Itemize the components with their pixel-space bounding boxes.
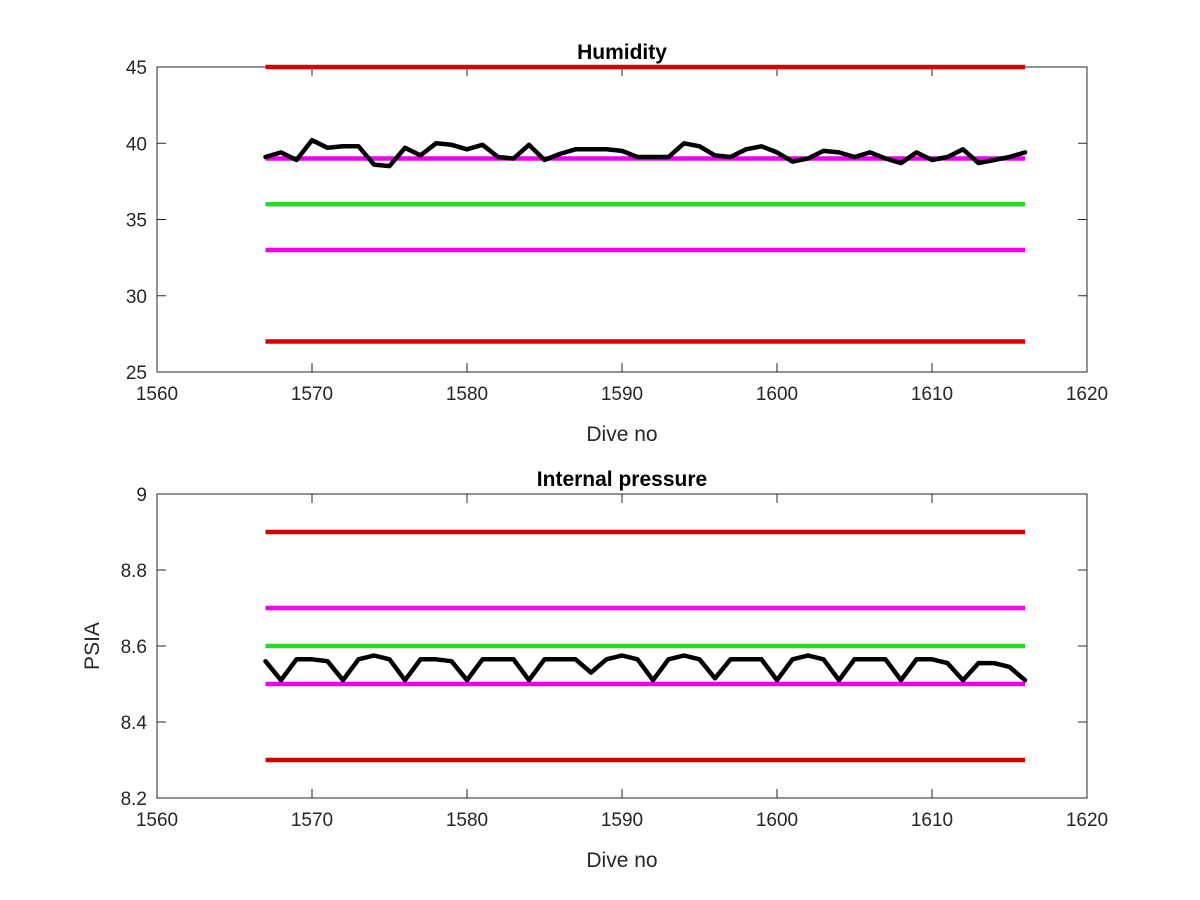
x-tick-label: 1570: [291, 384, 333, 405]
chart-title: Humidity: [577, 41, 667, 64]
chart-panel-1: 1560 1570 1580 1590 1600 1610 1620 8.2 8.4 8.6 8.8…: [81, 468, 1108, 872]
y-tick-label: 45: [126, 58, 147, 79]
x-tick-label: 1620: [1066, 384, 1108, 405]
x-tick-label: 1580: [446, 810, 488, 831]
x-tick-label: 1590: [601, 384, 643, 405]
chart-title: Internal pressure: [537, 468, 707, 491]
y-tick-label: 25: [126, 363, 147, 384]
y-tick-label: 35: [126, 211, 147, 232]
x-tick-label: 1580: [446, 384, 488, 405]
y-tick-label: 8.6: [121, 637, 147, 658]
y-tick-label: 8.2: [121, 789, 147, 810]
y-axis-label: PSIA: [81, 622, 104, 670]
x-tick-label: 1590: [601, 810, 643, 831]
data-series-line: [263, 653, 1028, 683]
x-tick-label: 1570: [291, 810, 333, 831]
x-tick-label: 1600: [756, 810, 798, 831]
y-tick-label: 9: [136, 485, 147, 506]
y-tick-label: 8.8: [121, 561, 147, 582]
y-tick-label: 8.4: [121, 713, 148, 734]
x-tick-label: 1610: [911, 384, 953, 405]
x-tick-label: 1560: [136, 384, 178, 405]
x-tick-label: 1610: [911, 810, 953, 831]
x-tick-label: 1600: [756, 384, 798, 405]
x-tick-label: 1620: [1066, 810, 1108, 831]
x-axis-label: Dive no: [586, 423, 657, 446]
data-series-line: [263, 137, 1028, 169]
y-tick-label: 40: [126, 134, 147, 155]
chart-panel-0: 1560 1570 1580 1590 1600 1610 1620 25 30 35 40 45 Hu…: [126, 41, 1108, 446]
y-tick-label: 30: [126, 287, 147, 308]
axes-frame: [156, 66, 1088, 373]
x-axis-label: Dive no: [586, 849, 657, 872]
x-tick-label: 1560: [136, 810, 178, 831]
